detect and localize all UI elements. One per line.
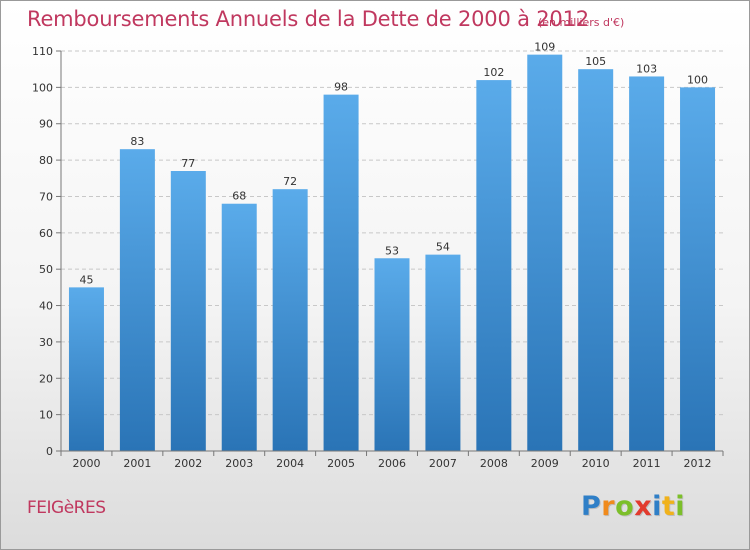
logo-letter: r bbox=[601, 491, 616, 522]
bar-2000 bbox=[68, 287, 104, 451]
data-label-2007: 54 bbox=[436, 241, 450, 254]
data-label-2001: 83 bbox=[130, 135, 144, 148]
data-label-2008: 102 bbox=[483, 66, 504, 79]
data-label-2011: 103 bbox=[636, 62, 657, 75]
proxiti-logo: Proxiti bbox=[581, 491, 685, 522]
x-tick-label-2003: 2003 bbox=[225, 457, 253, 470]
data-label-2003: 68 bbox=[232, 190, 246, 203]
data-label-2009: 109 bbox=[534, 41, 555, 54]
y-axis-ticks: 0 10 20 30 40 50 60 70 80 90 100 110 bbox=[32, 45, 61, 458]
chart-title: Remboursements Annuels de la Dette de 20… bbox=[27, 7, 589, 31]
y-tick-label: 20 bbox=[39, 372, 53, 385]
y-tick-label: 90 bbox=[39, 118, 53, 131]
data-label-2010: 105 bbox=[585, 55, 606, 68]
bar-2001 bbox=[119, 149, 155, 451]
data-label-2012: 100 bbox=[687, 73, 708, 86]
data-label-2000: 45 bbox=[79, 273, 93, 286]
logo-letter: t bbox=[661, 491, 676, 522]
data-label-2002: 77 bbox=[181, 157, 195, 170]
bar-2012 bbox=[680, 87, 716, 451]
bar-2003 bbox=[221, 203, 257, 451]
bar-2004 bbox=[272, 189, 308, 451]
bar-2008 bbox=[476, 80, 512, 451]
x-tick-label-2012: 2012 bbox=[684, 457, 712, 470]
bar-2010 bbox=[578, 69, 614, 451]
axes bbox=[60, 51, 723, 452]
data-label-2005: 98 bbox=[334, 81, 348, 94]
logo-letter: o bbox=[615, 491, 635, 522]
logo-letter: x bbox=[634, 491, 653, 522]
y-tick-label: 110 bbox=[32, 45, 53, 58]
y-tick-label: 60 bbox=[39, 227, 53, 240]
x-tick-label-2007: 2007 bbox=[429, 457, 457, 470]
bar-2005 bbox=[323, 94, 359, 452]
logo-letter: P bbox=[581, 491, 602, 522]
commune-name: FEIGèRES bbox=[27, 498, 106, 518]
data-label-2004: 72 bbox=[283, 175, 297, 188]
bar-2006 bbox=[374, 258, 410, 451]
x-axis-ticks: 2000 2001 2002 2003 2004 2005 2006 2007 2008 2009… bbox=[60, 451, 724, 470]
y-tick-label: 50 bbox=[39, 263, 53, 276]
y-tick-label: 0 bbox=[46, 445, 53, 458]
logo-letter: i bbox=[675, 491, 686, 522]
y-tick-label: 100 bbox=[32, 81, 53, 94]
y-tick-label: 10 bbox=[39, 409, 53, 422]
bar-2002 bbox=[170, 171, 206, 451]
y-tick-label: 80 bbox=[39, 154, 53, 167]
bar-2007 bbox=[425, 254, 461, 451]
y-tick-label: 40 bbox=[39, 300, 53, 313]
x-tick-label-2008: 2008 bbox=[480, 457, 508, 470]
x-tick-label-2001: 2001 bbox=[123, 457, 151, 470]
x-tick-label-2004: 2004 bbox=[276, 457, 304, 470]
y-tick-label: 70 bbox=[39, 190, 53, 203]
x-tick-label-2002: 2002 bbox=[174, 457, 202, 470]
x-tick-label-2005: 2005 bbox=[327, 457, 355, 470]
unit-label: (en milliers d'€) bbox=[538, 16, 625, 29]
bar-2009 bbox=[527, 54, 563, 452]
logo-letter: i bbox=[652, 491, 662, 522]
bars bbox=[68, 54, 716, 452]
y-tick-label: 30 bbox=[39, 336, 53, 349]
data-labels: 45 83 77 68 72 98 53 54 102 109 105 103 100 bbox=[79, 41, 708, 287]
x-tick-label-2000: 2000 bbox=[72, 457, 100, 470]
data-label-2006: 53 bbox=[385, 244, 399, 257]
bar-2011 bbox=[629, 76, 665, 452]
x-tick-label-2006: 2006 bbox=[378, 457, 406, 470]
x-tick-label-2010: 2010 bbox=[582, 457, 610, 470]
x-tick-label-2011: 2011 bbox=[633, 457, 661, 470]
x-tick-label-2009: 2009 bbox=[531, 457, 559, 470]
